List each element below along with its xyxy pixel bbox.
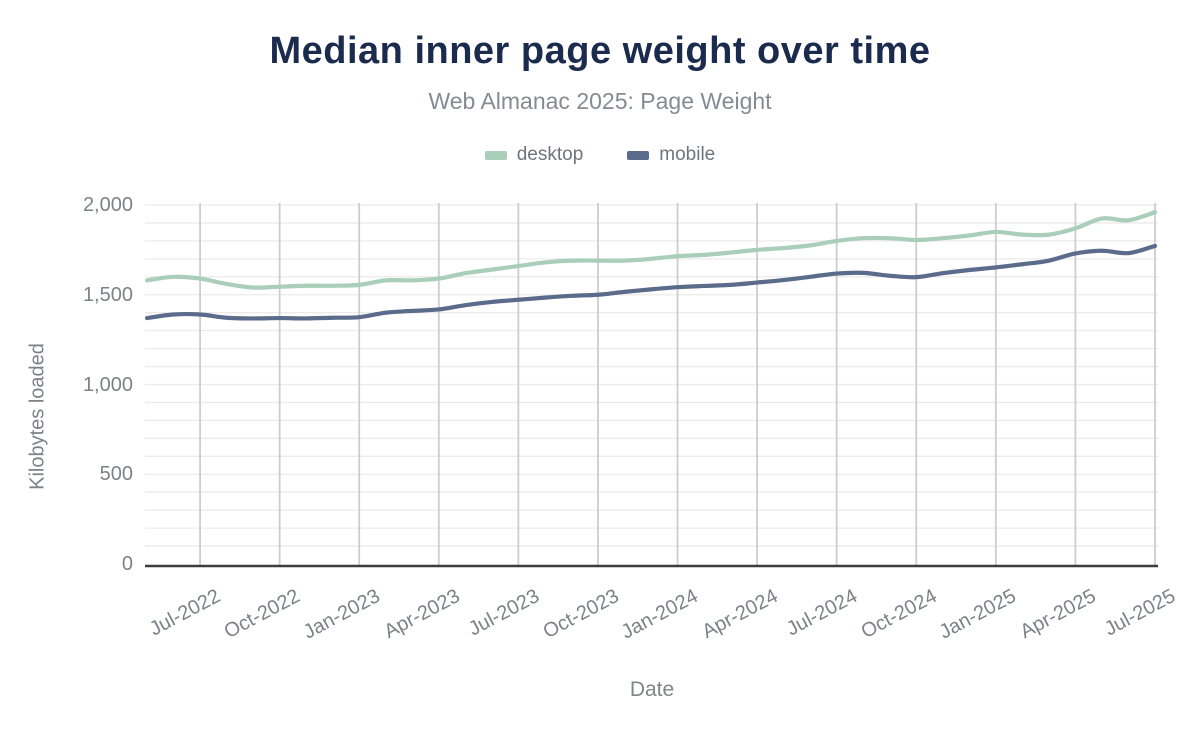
legend-item-mobile[interactable]: mobile <box>627 144 715 166</box>
chart-subtitle: Web Almanac 2025: Page Weight <box>428 88 772 114</box>
mobile-line[interactable] <box>144 243 1158 321</box>
y-tick-label: 1,000 <box>82 373 133 396</box>
x-axis-title: Date <box>629 678 675 701</box>
y-axis-title: Kilobytes loaded <box>26 343 49 490</box>
legend-swatch-mobile <box>627 150 650 160</box>
chart-title: Median inner page weight over time <box>269 30 931 72</box>
legend-swatch-desktop <box>484 150 507 160</box>
y-tick-label: 2,000 <box>82 194 133 216</box>
y-tick-label: 500 <box>99 463 133 486</box>
legend: desktop mobile <box>0 144 1200 166</box>
legend-label: desktop <box>516 144 584 165</box>
desktop-line[interactable] <box>144 210 1158 290</box>
y-tick-label: 1,500 <box>82 283 133 306</box>
y-tick-label: 0 <box>121 553 133 575</box>
legend-item-desktop[interactable]: desktop <box>484 144 584 166</box>
legend-label: mobile <box>659 144 716 165</box>
